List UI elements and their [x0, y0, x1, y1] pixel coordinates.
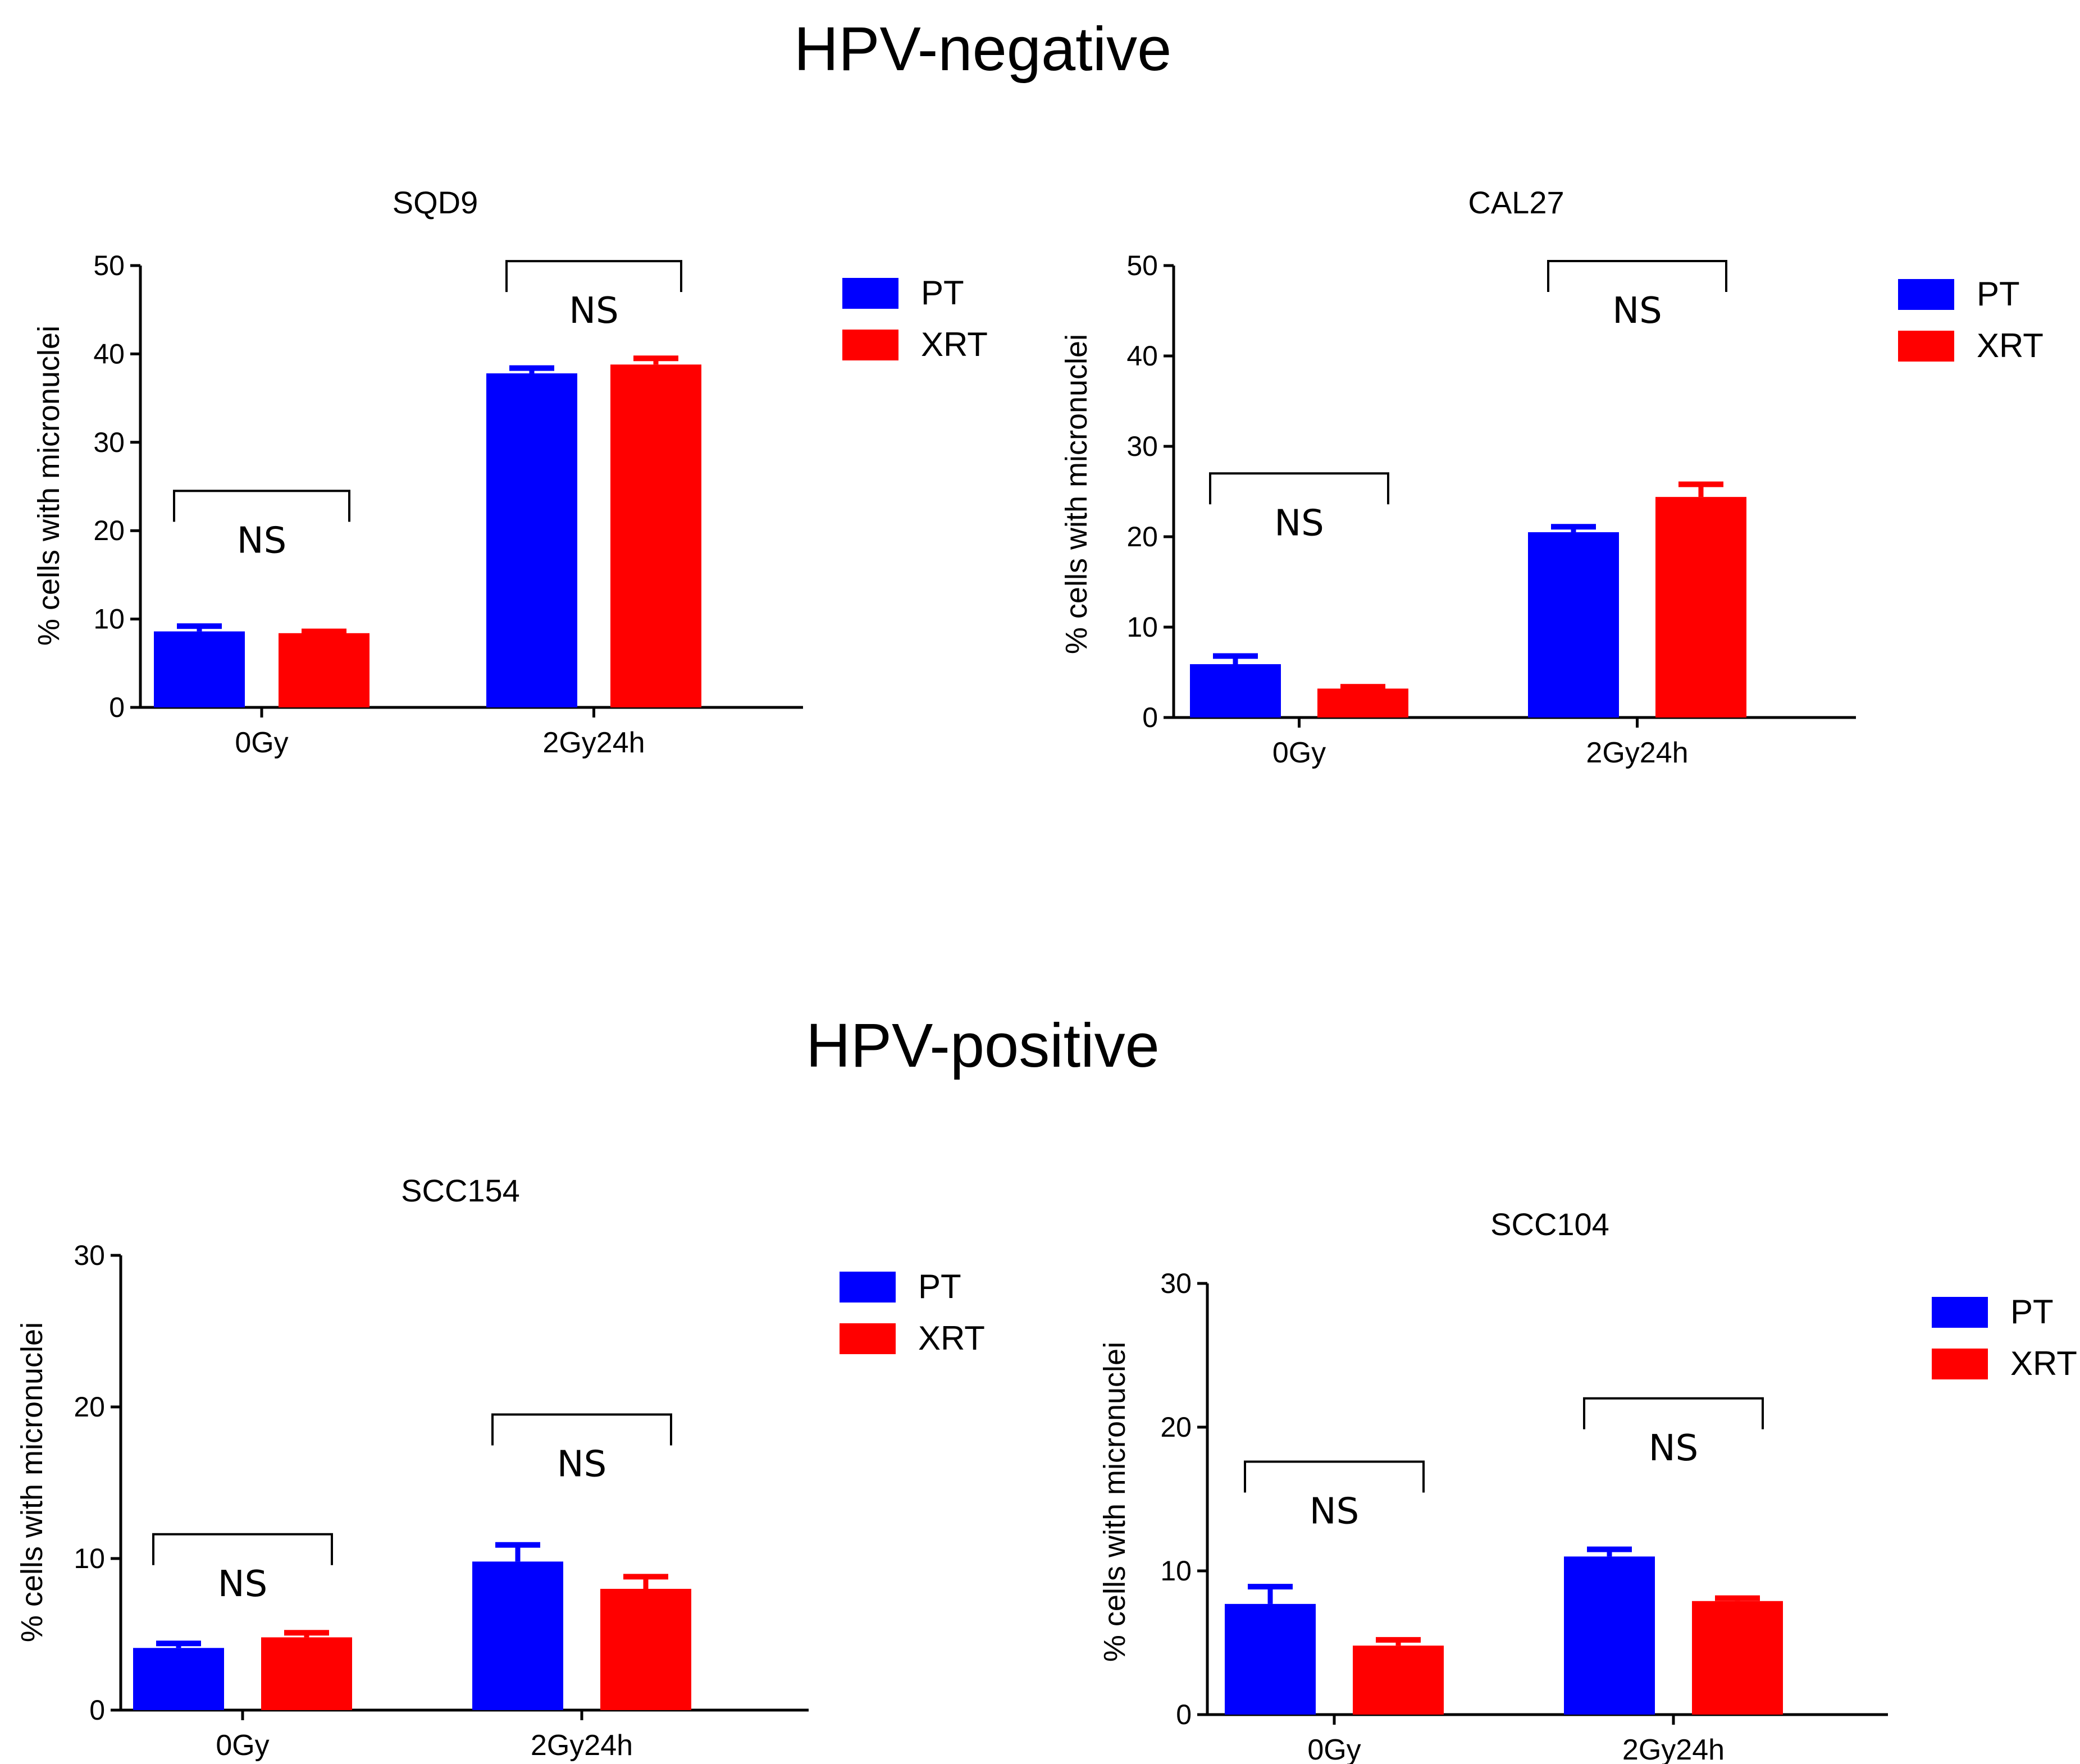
- bar-pt-0gy: [133, 1648, 224, 1710]
- bar-xrt-0gy: [1317, 688, 1408, 718]
- significance-label: NS: [557, 1444, 607, 1486]
- significance-bracket: [1244, 1460, 1425, 1493]
- y-tick-label: 20: [1126, 521, 1158, 552]
- bar-pt-2gy24h: [472, 1561, 563, 1710]
- significance-bracket: [152, 1533, 333, 1565]
- y-axis-label: % cells with micronuclei: [32, 326, 66, 646]
- legend-swatch-pt: [1932, 1297, 1988, 1328]
- y-tick-label: 10: [74, 1543, 105, 1574]
- y-axis-label: % cells with micronuclei: [1098, 1342, 1132, 1662]
- category-label: 0Gy: [216, 1729, 269, 1762]
- legend-swatch-pt: [842, 278, 898, 309]
- y-tick-label: 20: [74, 1391, 105, 1423]
- section-title-hpv-negative: HPV-negative: [794, 15, 1172, 84]
- legend-label-xrt: XRT: [918, 1319, 985, 1357]
- bar-xrt-2gy24h: [1655, 497, 1746, 718]
- significance-bracket: [173, 490, 350, 522]
- bar-xrt-0gy: [1353, 1646, 1444, 1715]
- bar-pt-0gy: [1225, 1603, 1316, 1715]
- category-label: 2Gy24h: [531, 1729, 633, 1762]
- y-tick-label: 30: [74, 1240, 105, 1271]
- bar-xrt-2gy24h: [600, 1589, 691, 1710]
- significance-label: NS: [1612, 290, 1662, 332]
- chart-title: SCC104: [1490, 1207, 1609, 1242]
- significance-bracket: [1583, 1397, 1764, 1429]
- category-label: 2Gy24h: [1586, 737, 1688, 769]
- y-tick-label: 30: [1126, 431, 1158, 462]
- category-label: 2Gy24h: [542, 726, 645, 759]
- y-tick-label: 50: [1126, 250, 1158, 281]
- significance-label: NS: [1649, 1428, 1699, 1469]
- section-title-hpv-positive: HPV-positive: [806, 1011, 1160, 1080]
- y-tick-label: 20: [1160, 1411, 1192, 1443]
- legend-label-pt: PT: [1977, 275, 2020, 313]
- bar-pt-2gy24h: [486, 373, 577, 707]
- significance-bracket: [1547, 259, 1727, 292]
- y-axis-label: % cells with micronuclei: [1060, 334, 1093, 654]
- bar-pt-2gy24h: [1564, 1556, 1655, 1715]
- category-label: 0Gy: [235, 726, 288, 759]
- y-tick-label: 10: [1160, 1555, 1192, 1587]
- y-tick-label: 40: [1126, 340, 1158, 372]
- legend-label-xrt: XRT: [921, 326, 988, 363]
- significance-bracket: [505, 260, 682, 293]
- y-tick-label: 30: [1160, 1268, 1192, 1299]
- chart-title: SQD9: [393, 185, 478, 220]
- bar-pt-0gy: [1190, 664, 1281, 718]
- y-tick-label: 20: [93, 515, 125, 546]
- bar-pt-2gy24h: [1528, 532, 1619, 718]
- chart-panels: SQD9 % cells with micronuclei 0 10 20 30 40 50 0…: [15, 185, 2077, 1764]
- chart-sqd9: SQD9 % cells with micronuclei 0 10 20 30 40 50 0…: [32, 185, 988, 759]
- bar-xrt-2gy24h: [610, 364, 701, 707]
- legend-swatch-xrt: [840, 1323, 896, 1354]
- y-tick-label: 0: [1142, 702, 1158, 733]
- y-axis-label: % cells with micronuclei: [15, 1322, 49, 1642]
- chart-title: CAL27: [1468, 185, 1564, 220]
- chart-scc154: SCC154 % cells with micronuclei 0 10 20 30 0Gy…: [15, 1173, 985, 1762]
- legend-label-pt: PT: [2010, 1293, 2054, 1331]
- legend-swatch-pt: [1898, 279, 1954, 310]
- legend-label-pt: PT: [918, 1268, 961, 1305]
- y-tick-label: 30: [93, 427, 125, 458]
- bar-xrt-0gy: [279, 633, 370, 707]
- significance-label: NS: [1274, 502, 1324, 544]
- bar-xrt-0gy: [261, 1637, 352, 1710]
- y-tick-label: 10: [93, 604, 125, 635]
- legend-swatch-xrt: [842, 330, 898, 360]
- y-tick-label: 50: [93, 250, 125, 281]
- category-label: 0Gy: [1307, 1734, 1361, 1764]
- y-tick-label: 40: [93, 338, 125, 369]
- significance-label: NS: [218, 1564, 268, 1605]
- legend-label-pt: PT: [921, 274, 964, 312]
- chart-cal27: CAL27 % cells with micronuclei 0 10 20 30 40 50…: [1060, 185, 2043, 769]
- legend-swatch-xrt: [1898, 331, 1954, 362]
- significance-label: NS: [1310, 1491, 1360, 1532]
- y-tick-label: 0: [1176, 1699, 1192, 1730]
- significance-label: NS: [569, 290, 619, 332]
- chart-scc104: SCC104 % cells with micronuclei 0 10 20 30 0Gy…: [1098, 1207, 2077, 1764]
- category-label: 0Gy: [1272, 737, 1326, 769]
- legend-label-xrt: XRT: [2010, 1345, 2077, 1382]
- y-tick-label: 10: [1126, 611, 1158, 643]
- significance-label: NS: [237, 520, 287, 561]
- significance-bracket: [491, 1413, 672, 1446]
- legend-swatch-pt: [840, 1272, 896, 1303]
- chart-title: SCC154: [401, 1173, 520, 1208]
- legend-label-xrt: XRT: [1977, 327, 2043, 364]
- significance-bracket: [1209, 472, 1389, 505]
- bar-pt-0gy: [154, 631, 245, 707]
- category-label: 2Gy24h: [1622, 1734, 1725, 1764]
- y-tick-label: 0: [109, 692, 125, 723]
- y-tick-label: 0: [89, 1694, 105, 1726]
- legend-swatch-xrt: [1932, 1349, 1988, 1379]
- bar-xrt-2gy24h: [1692, 1601, 1783, 1715]
